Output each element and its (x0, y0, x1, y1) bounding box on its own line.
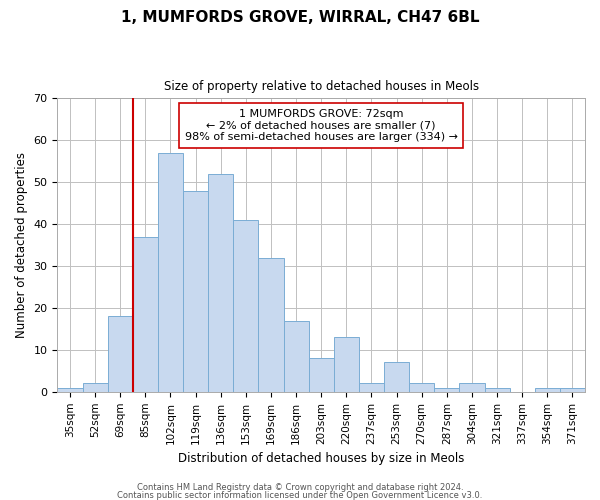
Bar (233, 220, 259, 392)
Y-axis label: Number of detached properties: Number of detached properties (15, 152, 28, 338)
Bar (560, 388, 585, 392)
Bar (308, 358, 334, 392)
Bar (485, 388, 509, 392)
Bar (359, 384, 384, 392)
Text: 1 MUMFORDS GROVE: 72sqm
← 2% of detached houses are smaller (7)
98% of semi-deta: 1 MUMFORDS GROVE: 72sqm ← 2% of detached… (185, 109, 458, 142)
Bar (158, 153, 183, 392)
Bar (384, 362, 409, 392)
Text: Contains public sector information licensed under the Open Government Licence v3: Contains public sector information licen… (118, 490, 482, 500)
Bar (535, 388, 560, 392)
Bar (83, 384, 107, 392)
Text: Contains HM Land Registry data © Crown copyright and database right 2024.: Contains HM Land Registry data © Crown c… (137, 484, 463, 492)
Bar (409, 384, 434, 392)
Bar (434, 388, 460, 392)
Bar (259, 258, 284, 392)
Title: Size of property relative to detached houses in Meols: Size of property relative to detached ho… (164, 80, 479, 93)
Text: 1, MUMFORDS GROVE, WIRRAL, CH47 6BL: 1, MUMFORDS GROVE, WIRRAL, CH47 6BL (121, 10, 479, 25)
Bar (107, 316, 133, 392)
Bar (460, 384, 485, 392)
Bar (284, 320, 308, 392)
Bar (208, 174, 233, 392)
Bar (133, 236, 158, 392)
Bar (183, 190, 208, 392)
X-axis label: Distribution of detached houses by size in Meols: Distribution of detached houses by size … (178, 452, 464, 465)
Bar (58, 388, 83, 392)
Bar (334, 338, 359, 392)
